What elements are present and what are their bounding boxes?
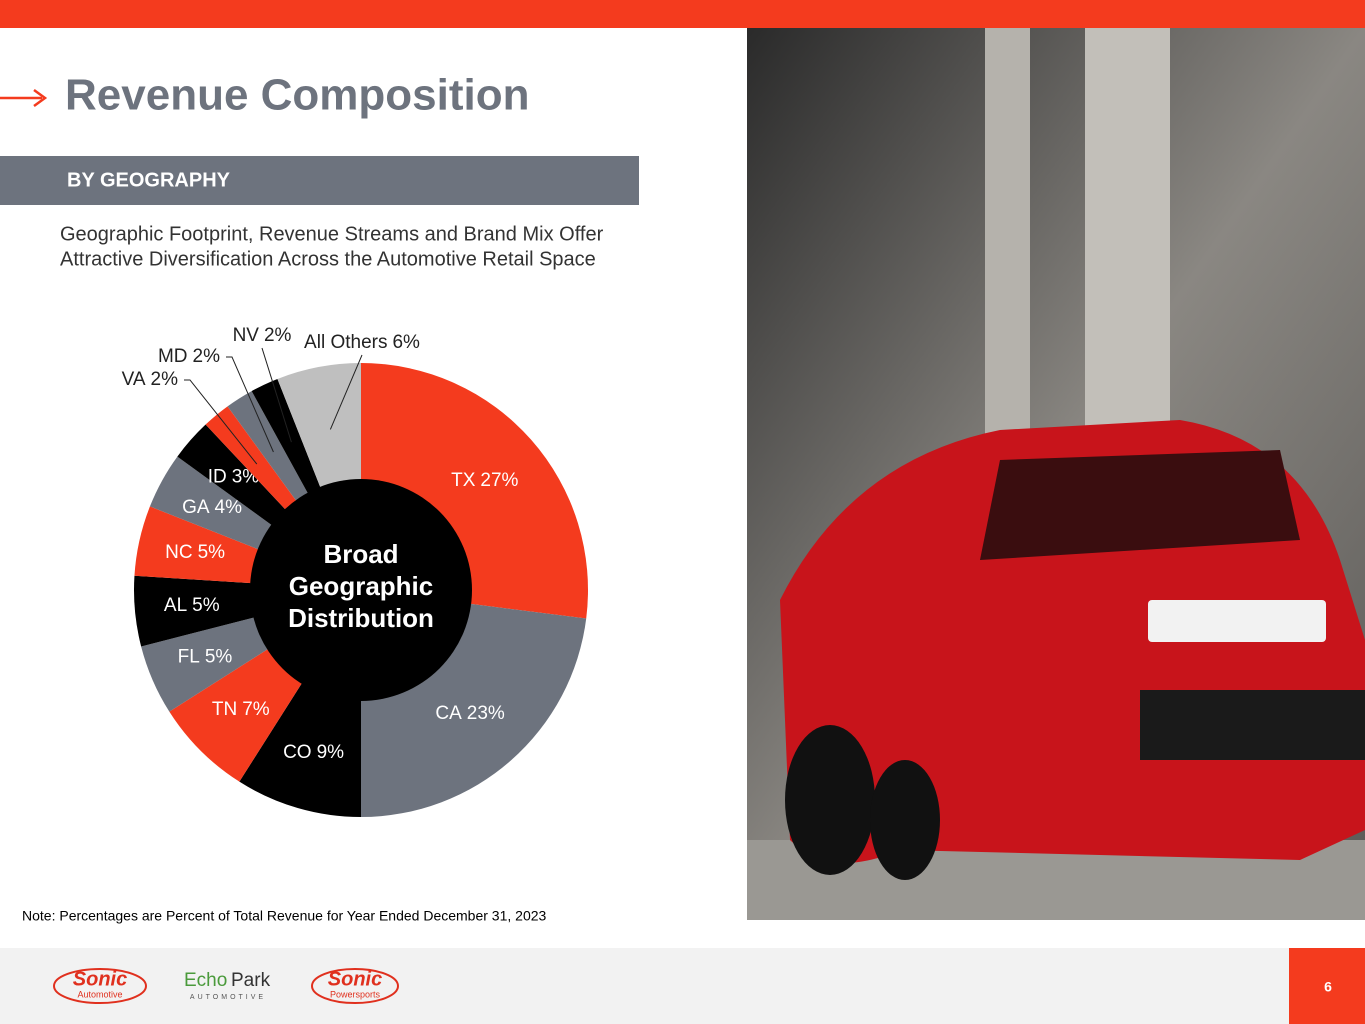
- value-label: 2%: [151, 369, 179, 390]
- photo: [747, 28, 1365, 920]
- category-label: All Others: [304, 332, 387, 353]
- slice-label: AL 5%: [164, 595, 220, 616]
- category-label: GA: [182, 497, 210, 518]
- value-label: 7%: [242, 699, 270, 720]
- slice-label: VA 2%: [122, 369, 179, 390]
- logo-text: Powersports: [330, 989, 381, 999]
- value-label: 5%: [192, 595, 220, 616]
- category-label: AL: [164, 595, 187, 616]
- value-label: 9%: [317, 742, 345, 763]
- logo-text: Automotive: [77, 989, 122, 999]
- category-label: ID: [208, 467, 227, 488]
- center-label: Distribution: [288, 603, 434, 633]
- center-label: Geographic: [289, 571, 433, 601]
- category-label: NV: [233, 325, 260, 346]
- category-label: TX: [451, 470, 476, 491]
- logo-text: Sonic: [73, 968, 127, 990]
- value-label: 5%: [198, 542, 226, 563]
- description: Attractive Diversification Across the Au…: [60, 248, 596, 270]
- slice-label: TN 7%: [212, 699, 270, 720]
- arrow-head: [33, 88, 48, 108]
- logo-text: Sonic: [328, 968, 382, 990]
- category-label: MD: [158, 346, 188, 367]
- value-label: 2%: [193, 346, 221, 367]
- logo-text: AUTOMOTIVE: [190, 994, 266, 1001]
- title: Revenue Composition: [65, 71, 530, 120]
- leader-line: [329, 354, 363, 430]
- category-label: VA: [122, 369, 146, 390]
- logo-text: Park: [231, 970, 271, 991]
- value-label: 23%: [467, 703, 505, 724]
- slice-label: NV 2%: [233, 325, 292, 346]
- page-box: [1289, 948, 1365, 1024]
- page-number: 6: [1324, 979, 1332, 995]
- slice-label: All Others 6%: [304, 332, 420, 353]
- value-label: 5%: [205, 647, 233, 668]
- leader-line: [261, 347, 292, 443]
- value-label: 6%: [392, 332, 420, 353]
- slice-label: FL 5%: [178, 647, 233, 668]
- slice-label: GA 4%: [182, 497, 242, 518]
- value-label: 4%: [215, 497, 243, 518]
- leader-line: [184, 379, 258, 465]
- slice-label: MD 2%: [158, 346, 220, 367]
- note: Note: Percentages are Percent of Total R…: [22, 908, 547, 924]
- donut-hole: [250, 479, 472, 701]
- leader-line: [226, 356, 274, 453]
- donut-chart: TX 27%CA 23%CO 9%TN 7%FL 5%AL 5%NC 5%GA 4%ID 3%VA…: [122, 325, 588, 817]
- category-label: NC: [165, 542, 192, 563]
- value-label: 2%: [264, 325, 292, 346]
- slice-label: NC 5%: [165, 542, 225, 563]
- slice-label: CO 9%: [283, 742, 344, 763]
- logos: Sonic Automotive Echo Park AUTOMOTIVE So…: [53, 968, 399, 1004]
- section-title: BY GEOGRAPHY: [67, 169, 231, 191]
- value-label: 27%: [480, 470, 518, 491]
- description: Geographic Footprint, Revenue Streams an…: [60, 223, 604, 245]
- slice-label: CA 23%: [435, 703, 505, 724]
- category-label: CO: [283, 742, 312, 763]
- category-label: CA: [435, 703, 462, 724]
- category-label: TN: [212, 699, 237, 720]
- logo-text: Echo: [184, 970, 227, 991]
- slice-label: TX 27%: [451, 470, 518, 491]
- center-label: Broad: [323, 539, 398, 569]
- footer: [0, 948, 1365, 1024]
- top-bar: [0, 0, 1365, 28]
- category-label: FL: [178, 647, 200, 668]
- section-band: [0, 156, 639, 205]
